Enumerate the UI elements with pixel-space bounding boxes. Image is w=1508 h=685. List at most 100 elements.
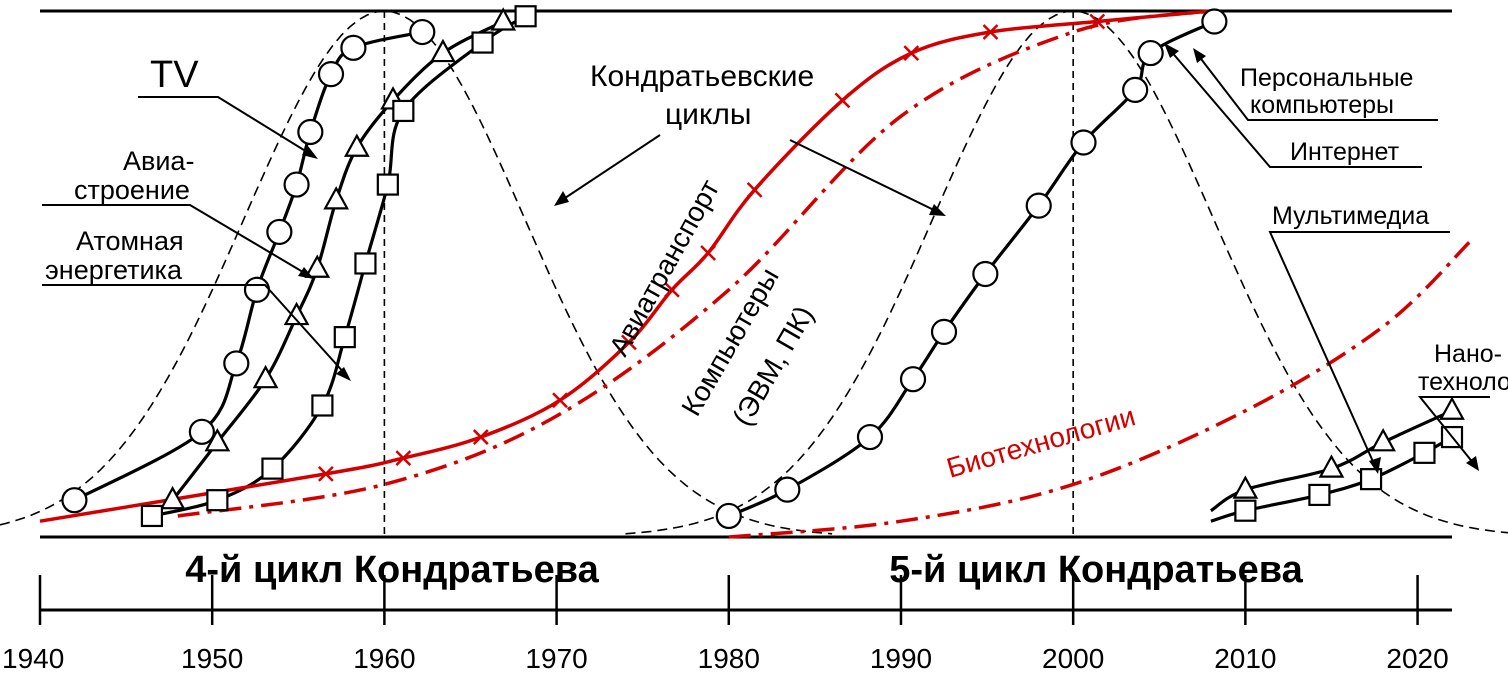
label-aviation-1: Авиа- <box>123 146 194 176</box>
nano-arrow <box>1417 396 1490 465</box>
series-multimedia-point <box>1370 428 1396 452</box>
series-tv-point <box>61 487 88 514</box>
x-axis: 1940 1950 1960 1970 1980 1990 2000 2010 2020 <box>2 575 1452 674</box>
internet-arrow <box>1169 49 1422 168</box>
series-computers-line <box>177 9 1212 518</box>
x-tick-label: 1980 <box>698 643 760 674</box>
series-nano-point <box>1308 483 1331 507</box>
series-computers_5-point <box>1070 129 1097 156</box>
series-air_transport-point <box>664 281 680 298</box>
series-tv-point <box>223 350 250 377</box>
series-aviation_building-point <box>323 186 350 210</box>
series-computers_5-point <box>1025 192 1052 219</box>
series-aviation_building-point <box>252 364 279 389</box>
x-tick-label: 1970 <box>525 643 587 674</box>
x-tick-label: 1950 <box>181 643 243 674</box>
series-tv-point <box>283 171 310 198</box>
x-tick-label: 2010 <box>1214 643 1276 674</box>
series-computers_5-point <box>899 366 927 393</box>
multimedia-arrow-head <box>1369 457 1381 474</box>
tv-arrow-head <box>302 146 318 159</box>
label-air-transport: Авиатранспорт <box>603 174 725 361</box>
multimedia-arrow <box>1268 231 1450 467</box>
label-kondratiev-2: циклы <box>665 98 751 131</box>
nuclear-arrow-head <box>336 367 351 381</box>
label-internet: Интернет <box>1290 138 1400 166</box>
series-aviation_building-point <box>490 7 517 31</box>
series-aviation_building-point <box>304 254 331 278</box>
series-air_transport-point <box>621 334 637 351</box>
kondratiev-arrow-right <box>789 139 939 213</box>
x-tick-label: 1940 <box>2 643 64 674</box>
series-air_transport-point <box>834 92 851 109</box>
series-air_transport-point <box>700 245 717 261</box>
series-air_transport-point <box>746 181 763 198</box>
annotation-arrows <box>42 49 1490 467</box>
cycle-5-label: 5-й цикл Кондратьева <box>889 549 1303 591</box>
series-air_transport-point <box>472 429 489 445</box>
series-air_transport-point <box>317 465 334 482</box>
pc-arrow <box>1197 54 1438 121</box>
series-tv-point <box>317 61 345 88</box>
series-air_transport-point <box>552 392 568 409</box>
series-nano-point <box>1234 499 1257 522</box>
series-tv-point <box>409 18 436 46</box>
series-nano-point <box>1359 468 1383 491</box>
series-multimedia-point <box>1439 396 1465 420</box>
kondratiev-right-head <box>929 204 946 216</box>
series-nuclear-point <box>471 31 494 54</box>
series-nuclear-point <box>354 252 377 275</box>
kondratiev-arrow-left <box>561 134 661 201</box>
label-nano-1: Нано- <box>1434 340 1502 368</box>
series-multimedia-point <box>1232 475 1259 499</box>
series-tv-point <box>266 218 293 246</box>
series-air_transport-point <box>395 450 412 466</box>
series-computers_5-point <box>1122 76 1149 104</box>
series-tv-point <box>297 118 324 146</box>
internet-arrow-head <box>1164 43 1179 58</box>
aviation-arrow-head <box>298 267 314 279</box>
series-air_transport-point <box>1089 13 1106 30</box>
series-computers_5-point <box>930 318 958 345</box>
series-computers_5-point <box>1201 8 1228 35</box>
series-aviation_building-line <box>171 20 504 502</box>
series-tv-point <box>340 34 367 61</box>
series-nuclear-point <box>333 326 356 349</box>
tv-arrow <box>138 96 313 156</box>
series-nuclear-point <box>206 489 229 512</box>
pc-arrow-head <box>1193 48 1206 63</box>
series-computers_5-point <box>856 423 884 451</box>
label-pc-1: Персональные <box>1240 64 1413 92</box>
cycle-4-label: 4-й цикл Кондратьева <box>185 549 599 591</box>
series-aviation_building-point <box>159 485 186 510</box>
series-aviation_building-point <box>343 133 370 157</box>
label-multimedia: Мультимедиа <box>1272 202 1429 230</box>
series-air_transport-point <box>982 24 999 40</box>
series-nuclear-point <box>392 99 415 123</box>
marker-layer <box>61 5 1465 530</box>
label-nano-2: технологии <box>1418 368 1508 396</box>
x-tick-label: 1960 <box>353 643 415 674</box>
label-kondratiev-1: Кондратьевские <box>590 60 814 93</box>
series-air_transport-point <box>903 45 920 61</box>
series-computers_5-point <box>715 502 742 530</box>
label-nuclear-1: Атомная <box>76 226 184 256</box>
label-tv: TV <box>150 54 199 96</box>
label-aviation-2: строение <box>74 175 190 205</box>
series-aviation_building-point <box>204 428 231 452</box>
aviation-arrow <box>42 204 309 276</box>
x-tick-label: 1990 <box>870 643 932 674</box>
series-biotech-line <box>728 241 1471 539</box>
kondratiev-wave-curve-4 <box>0 10 833 535</box>
series-multimedia-point <box>1318 454 1345 478</box>
x-tick-label: 2020 <box>1386 643 1448 674</box>
arrow-heads <box>298 43 1479 474</box>
series-nano-point <box>1413 441 1436 464</box>
label-nuclear-2: энергетика <box>45 255 183 285</box>
series-computers_5-point <box>1137 39 1164 67</box>
series-nuclear-point <box>376 173 399 196</box>
nuclear-arrow <box>42 284 347 376</box>
series-aviation_building-point <box>430 38 456 63</box>
series-nuclear-point <box>514 5 537 28</box>
